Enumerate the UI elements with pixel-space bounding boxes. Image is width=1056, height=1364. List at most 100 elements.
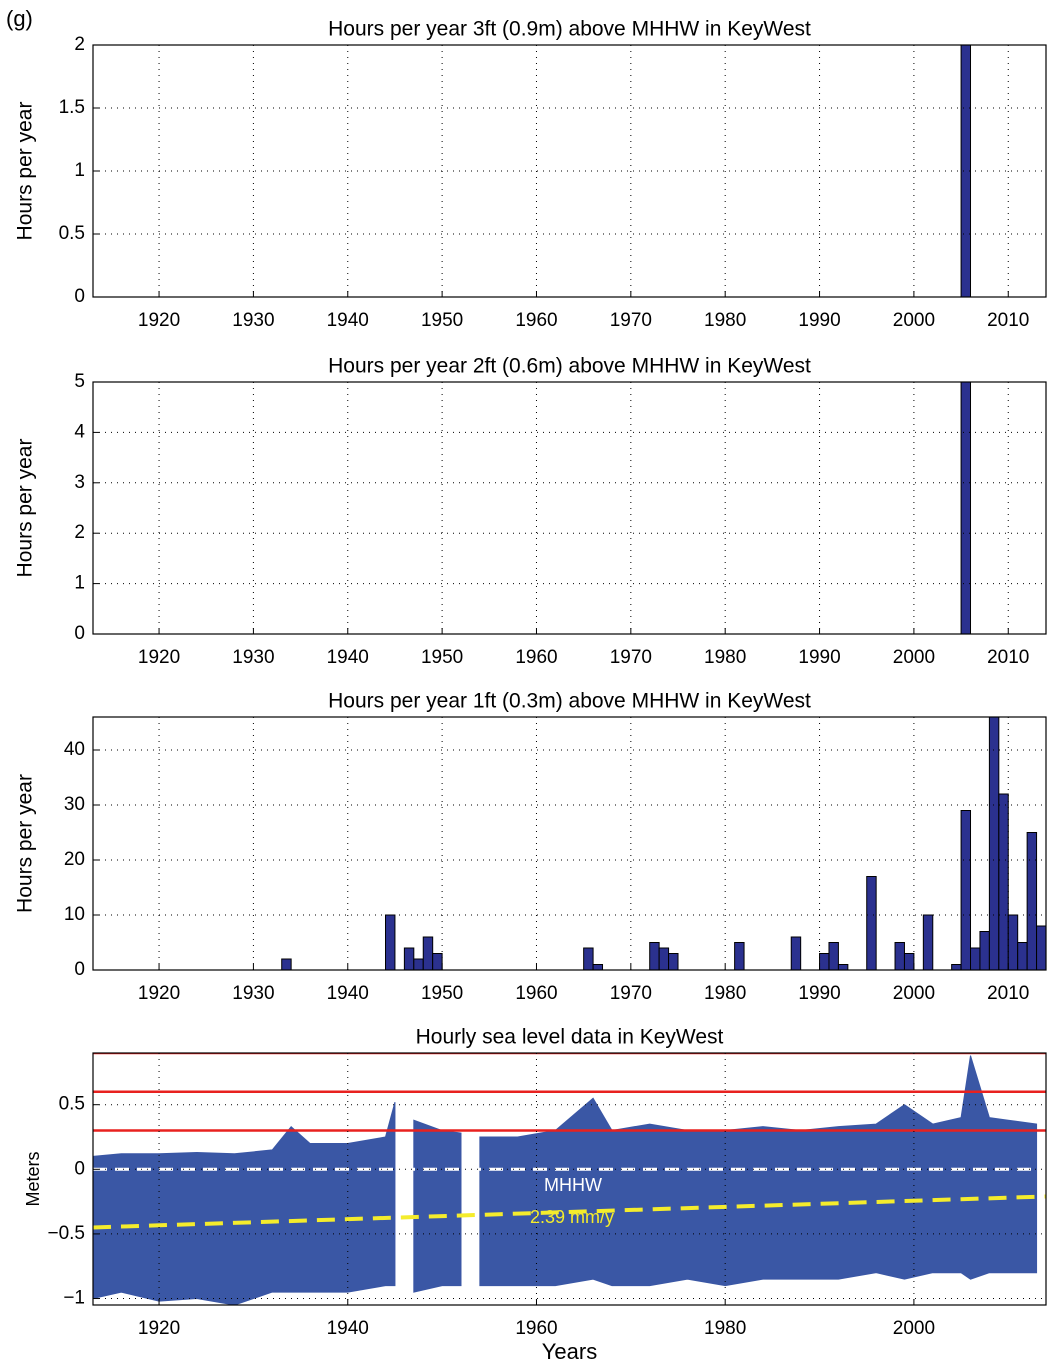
x-tick-label: 1920 bbox=[138, 647, 180, 668]
bar bbox=[866, 876, 877, 970]
bar bbox=[1007, 914, 1019, 970]
x-tick-label: 1970 bbox=[610, 310, 652, 331]
y-tick-label: 20 bbox=[64, 849, 85, 870]
x-tick-label: 1920 bbox=[138, 983, 180, 1004]
bar bbox=[951, 964, 962, 970]
trend-label: 2.39 mm/y bbox=[530, 1207, 614, 1227]
bar bbox=[960, 810, 972, 970]
bar bbox=[592, 964, 604, 970]
x-tick-label: 1980 bbox=[704, 983, 746, 1004]
x-tick-label: 2010 bbox=[987, 310, 1029, 331]
y-axis-label: Meters bbox=[23, 1151, 43, 1206]
x-tick-label: 1930 bbox=[232, 647, 274, 668]
chart-title: Hours per year 1ft (0.3m) above MHHW in … bbox=[328, 690, 811, 713]
x-tick-label: 1940 bbox=[327, 647, 369, 668]
x-axis-label: Years bbox=[542, 1339, 597, 1364]
plot-area bbox=[960, 382, 972, 634]
y-tick-label: 1.5 bbox=[59, 97, 85, 118]
bar bbox=[988, 717, 1000, 970]
y-tick-label: 0 bbox=[74, 1158, 85, 1179]
bar bbox=[819, 953, 830, 970]
y-axis-label: Hours per year bbox=[14, 774, 37, 913]
x-tick-label: 1970 bbox=[610, 647, 652, 668]
panel-label: (g) bbox=[6, 6, 33, 31]
bar bbox=[432, 953, 443, 970]
bar bbox=[1036, 925, 1046, 970]
bar bbox=[649, 942, 660, 970]
bar bbox=[734, 942, 745, 970]
chart-title: Hours per year 3ft (0.9m) above MHHW in … bbox=[328, 18, 811, 41]
x-tick-label: 2000 bbox=[893, 983, 935, 1004]
x-tick-label: 1940 bbox=[327, 983, 369, 1004]
bar bbox=[422, 936, 434, 970]
x-tick-label: 1980 bbox=[704, 647, 746, 668]
y-tick-label: 1 bbox=[74, 160, 85, 181]
x-tick-label: 1950 bbox=[421, 647, 463, 668]
y-tick-label: 40 bbox=[64, 739, 85, 760]
bar bbox=[281, 958, 292, 970]
y-tick-label: −1 bbox=[63, 1288, 85, 1309]
y-axis-label: Hours per year bbox=[14, 439, 37, 578]
sea-level-range bbox=[93, 1101, 396, 1305]
trend-line bbox=[93, 1194, 1046, 1230]
plot-area bbox=[960, 45, 972, 297]
y-tick-label: 10 bbox=[64, 904, 85, 925]
bar bbox=[583, 947, 594, 970]
x-tick-label: 2010 bbox=[987, 983, 1029, 1004]
plot-frame bbox=[92, 381, 1047, 635]
bar bbox=[998, 793, 1009, 970]
x-tick-label: 1960 bbox=[515, 1318, 557, 1339]
sea-level-range bbox=[413, 1119, 462, 1293]
x-tick-label: 1940 bbox=[327, 310, 369, 331]
y-tick-label: 0 bbox=[74, 959, 85, 980]
bar bbox=[837, 964, 849, 970]
chart-title: Hourly sea level data in KeyWest bbox=[416, 1026, 724, 1049]
x-tick-label: 2000 bbox=[893, 1318, 935, 1339]
bar bbox=[903, 953, 915, 970]
plot-area bbox=[281, 717, 1046, 970]
bar bbox=[1017, 942, 1028, 970]
x-tick-label: 1960 bbox=[515, 310, 557, 331]
y-tick-label: 0 bbox=[74, 623, 85, 644]
bar bbox=[960, 45, 972, 297]
bar bbox=[658, 947, 670, 970]
bar bbox=[979, 931, 990, 970]
x-tick-label: 1990 bbox=[798, 647, 840, 668]
bar bbox=[922, 914, 934, 970]
y-tick-label: 1 bbox=[74, 573, 85, 594]
plot-area bbox=[93, 1053, 1046, 1305]
plot-frame bbox=[92, 44, 1047, 298]
plot-frame bbox=[92, 1052, 1047, 1306]
mhhw-label: MHHW bbox=[544, 1175, 602, 1195]
bar bbox=[385, 914, 396, 970]
y-tick-label: 0 bbox=[74, 286, 85, 307]
x-tick-label: 1980 bbox=[704, 1318, 746, 1339]
x-tick-label: 2000 bbox=[893, 647, 935, 668]
x-tick-label: 2010 bbox=[987, 647, 1029, 668]
y-tick-label: 2 bbox=[74, 522, 85, 543]
x-tick-label: 1960 bbox=[515, 983, 557, 1004]
y-tick-label: 5 bbox=[74, 371, 85, 392]
bar bbox=[413, 958, 424, 970]
x-tick-label: 1980 bbox=[704, 310, 746, 331]
x-tick-label: 1990 bbox=[798, 983, 840, 1004]
x-tick-label: 2000 bbox=[893, 310, 935, 331]
x-tick-label: 1940 bbox=[327, 1318, 369, 1339]
bar bbox=[970, 947, 981, 970]
y-tick-label: 4 bbox=[74, 421, 85, 442]
y-tick-label: −0.5 bbox=[47, 1223, 85, 1244]
bar bbox=[403, 947, 415, 970]
bar bbox=[1026, 832, 1038, 970]
bar bbox=[668, 953, 679, 970]
y-tick-label: 3 bbox=[74, 472, 85, 493]
plot-frame bbox=[92, 716, 1047, 971]
y-tick-label: 2 bbox=[74, 34, 85, 55]
bar bbox=[894, 942, 905, 970]
bar bbox=[790, 936, 802, 970]
x-tick-label: 1930 bbox=[232, 983, 274, 1004]
x-tick-label: 1920 bbox=[138, 310, 180, 331]
y-tick-label: 0.5 bbox=[59, 223, 85, 244]
bar bbox=[960, 382, 972, 634]
bar bbox=[828, 942, 839, 970]
